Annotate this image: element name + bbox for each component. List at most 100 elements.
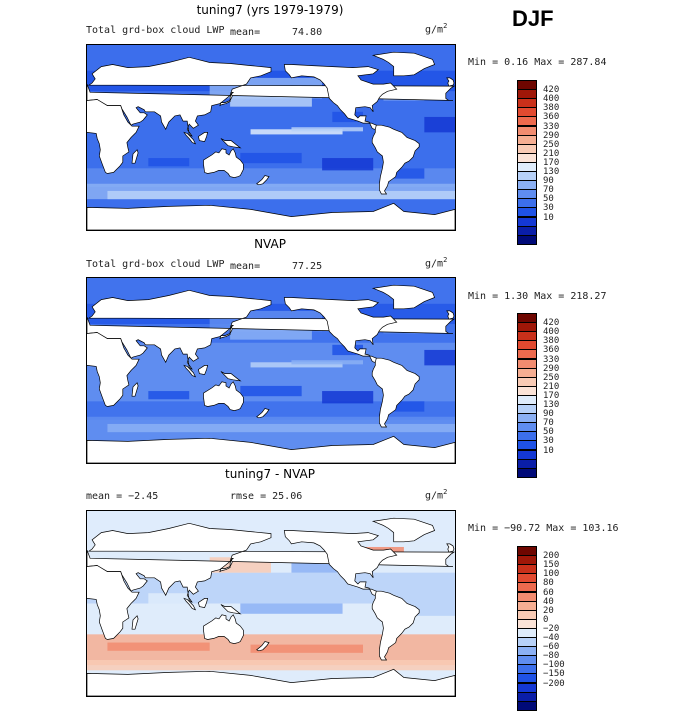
land-outline [198,365,209,375]
panel-3-unit: g/m2 [425,488,448,502]
panel-1-min-max: Min = 0.16 Max = 287.84 [468,57,607,68]
colorbar-level-label: 330 [543,354,560,365]
colorbar-level-label: 60 [543,587,554,598]
colorbar-level-label: 400 [543,327,560,338]
land-outline [220,371,242,382]
land-outline [87,56,455,137]
land-outline [87,202,455,230]
panel-3-min-max: Min = −90.72 Max = 103.16 [468,523,619,534]
colorbar-level-label: 400 [543,94,560,105]
contour-band [291,127,363,132]
contour-band [148,391,190,400]
land-outline [219,324,235,340]
colorbar-level-label: −100 [543,660,565,671]
colorbar-level-label: 330 [543,121,560,132]
panel-1-mean-label: mean= [230,27,261,38]
contour-band [424,116,455,133]
land-outline [371,51,436,77]
land-outline [87,522,455,603]
land-outline [87,332,140,407]
colorbar-level-label: 50 [543,427,554,438]
contour-band [393,168,425,179]
panel-2-map-svg [87,278,455,463]
contour-band [322,391,374,404]
colorbar-level-label: 10 [543,212,554,223]
contour-band [107,642,210,651]
panel-1-map-svg [87,45,455,230]
colorbar-level-label: 380 [543,336,560,347]
colorbar-level-label: 130 [543,167,560,177]
panel-3-map-svg [87,511,455,696]
land-outline [256,408,270,419]
panel-1-title: tuning7 (yrs 1979-1979) [196,3,344,17]
contour-band [424,349,455,366]
land-outline [283,530,398,596]
colorbar-level-label: 360 [543,112,560,123]
panel-2-map [86,277,456,464]
land-outline [446,543,455,553]
contour-band [240,152,302,164]
colorbar-level-label: 90 [543,176,554,187]
colorbar-level-label: 10 [543,445,554,456]
panel-1-mean-value: 74.80 [292,27,323,38]
colorbar-level-label: 80 [543,578,554,589]
land-outline [87,435,455,463]
colorbar-level-label: 170 [543,157,560,168]
colorbar-level-label: 420 [543,318,560,329]
land-outline [446,77,455,87]
panel-1-unit: g/m2 [425,22,448,36]
contour-band [107,423,455,433]
contour-band [250,362,343,368]
contour-band [291,360,363,365]
colorbar-level-label: −200 [543,678,565,689]
land-outline [371,590,420,661]
land-outline [87,289,455,370]
land-outline [219,557,235,573]
contour-band [148,593,190,604]
land-outline [446,310,455,320]
contour-band [87,168,455,187]
contour-band [240,385,302,397]
contour-band [87,660,455,671]
colorbar-swatch [517,700,537,711]
colorbar-level-label: 50 [543,194,554,205]
panel-3-map [86,510,456,697]
land-outline [198,132,209,142]
colorbar-level-label: 250 [543,139,560,150]
land-outline [183,364,197,378]
land-outline [256,641,270,652]
colorbar-level-label: 90 [543,409,554,420]
colorbar-level-label: 0 [543,614,549,625]
colorbar-level-label: 210 [543,381,560,392]
colorbar-level-label: 360 [543,345,560,356]
colorbar-level-label: 210 [543,148,560,159]
land-outline [87,99,140,174]
colorbar-level-label: 20 [543,605,554,616]
land-outline [283,297,398,363]
panel-2-mean-value: 77.25 [292,261,323,272]
land-outline [371,357,420,428]
colorbar-level-label: −40 [543,633,560,643]
colorbar-swatch [517,234,537,245]
panel-2-mean-label: mean= [230,261,261,272]
colorbar-level-label: 30 [543,203,554,214]
colorbar-swatch [517,467,537,478]
colorbar-level-label: −150 [543,669,565,680]
contour-band [87,401,455,420]
contour-band [393,401,425,412]
colorbar-level-label: 130 [543,400,560,410]
colorbar-level-label: 150 [543,560,560,571]
colorbar-level-label: 40 [543,596,554,607]
panel-2-variable: Total grd-box cloud LWP [86,259,225,270]
panel-1-map [86,44,456,231]
colorbar-level-label: −80 [543,651,560,662]
colorbar-level-label: 100 [543,569,560,580]
land-outline [256,175,270,186]
contour-band [250,129,343,135]
colorbar-level-label: 70 [543,185,554,196]
colorbar-level-label: 290 [543,130,560,141]
colorbar-level-label: 170 [543,390,560,401]
panel-2-min-max: Min = 1.30 Max = 218.27 [468,291,607,302]
land-outline [220,138,242,149]
land-outline [131,615,139,630]
